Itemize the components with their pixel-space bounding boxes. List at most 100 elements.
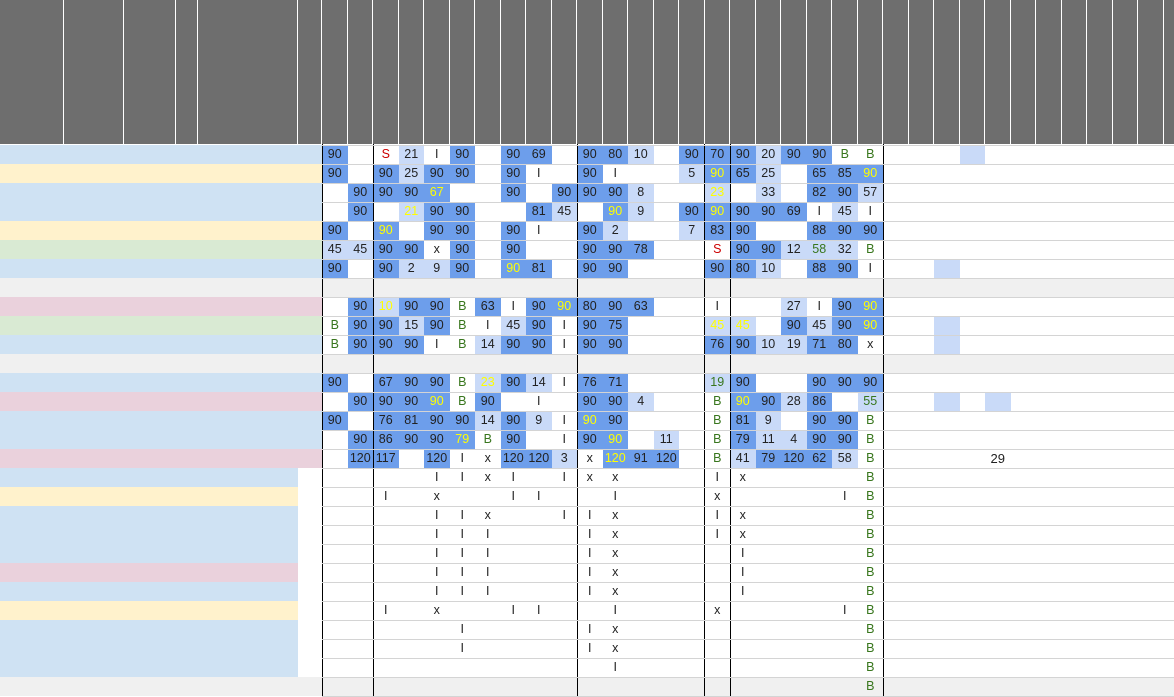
player-header xyxy=(806,0,832,144)
cell-adv xyxy=(198,316,298,335)
player-header xyxy=(832,0,858,144)
player-cell: I xyxy=(562,413,566,427)
cell-score xyxy=(298,240,322,259)
player-cell: 90 xyxy=(730,335,756,354)
player-cell: 90 xyxy=(577,164,603,183)
player-cell: 90 xyxy=(398,183,424,202)
row-gridline xyxy=(322,259,1174,260)
player-cell: 120 xyxy=(526,449,552,468)
cell-empty xyxy=(198,278,298,297)
player-cell: I xyxy=(486,546,490,560)
player-cell: B xyxy=(458,318,467,332)
player-cell: 90 xyxy=(347,202,373,221)
player-header xyxy=(1163,0,1174,144)
player-cell: 90 xyxy=(526,335,552,354)
player-cell: I xyxy=(460,470,464,484)
cell-comp xyxy=(64,164,124,183)
player-cell: I xyxy=(613,660,617,674)
cell-comp xyxy=(64,297,124,316)
cell-dom xyxy=(176,202,198,221)
player-cell: 90 xyxy=(832,411,858,430)
cell-date xyxy=(0,183,64,202)
cell-date xyxy=(0,658,64,677)
player-cell: 90 xyxy=(832,221,858,240)
player-cell: 90 xyxy=(449,240,475,259)
player-cell: 7 xyxy=(679,221,705,240)
cell-dom xyxy=(176,316,198,335)
cell-adv xyxy=(198,145,298,164)
player-cell: 90 xyxy=(373,392,399,411)
player-cell: B xyxy=(713,451,722,465)
player-cell: 10 xyxy=(755,335,781,354)
player-cell: 41 xyxy=(730,449,756,468)
player-cell: 76 xyxy=(373,411,399,430)
player-cell: I xyxy=(741,546,745,560)
player-cell: 88 xyxy=(806,221,832,240)
player-cell: x xyxy=(612,470,619,484)
player-cell: 86 xyxy=(806,392,832,411)
player-cell: I xyxy=(613,166,617,180)
player-cell: 90 xyxy=(602,202,628,221)
player-cell: 19 xyxy=(704,373,730,392)
row-gridline xyxy=(322,335,1174,336)
player-cell: 90 xyxy=(347,297,373,316)
player-cell: 85 xyxy=(832,164,858,183)
dom-ext-header xyxy=(176,0,198,144)
player-cell: I xyxy=(537,603,541,617)
player-cell: 90 xyxy=(500,221,526,240)
row-gridline xyxy=(322,639,1174,640)
player-cell: B xyxy=(866,413,875,427)
player-cell: I xyxy=(384,489,388,503)
player-cell: 90 xyxy=(347,316,373,335)
player-cell: 86 xyxy=(373,430,399,449)
cell-comp xyxy=(64,354,124,373)
player-cell: 90 xyxy=(602,411,628,430)
player-cell: I xyxy=(460,508,464,522)
cell-etape xyxy=(124,487,176,506)
player-cell: x xyxy=(714,603,721,617)
player-cell: 29 xyxy=(990,451,1005,466)
player-cell: 45 xyxy=(730,316,756,335)
player-cell: 90 xyxy=(424,430,450,449)
player-cell: I xyxy=(715,527,719,541)
player-cell: 90 xyxy=(500,240,526,259)
player-cell: I xyxy=(435,527,439,541)
player-cell: 27 xyxy=(781,297,807,316)
cell-adv xyxy=(198,221,298,240)
player-cell: 15 xyxy=(398,316,424,335)
player-cell: 90 xyxy=(449,259,475,278)
cell-comp xyxy=(64,582,124,601)
cell-dom xyxy=(176,449,198,468)
player-cell: I xyxy=(715,508,719,522)
player-cell: I xyxy=(562,508,566,522)
cell-comp xyxy=(64,563,124,582)
player-cell: 90 xyxy=(373,316,399,335)
player-cell: 9 xyxy=(526,411,552,430)
player-cell: B xyxy=(840,147,849,161)
cell-etape xyxy=(124,449,176,468)
cell-etape xyxy=(124,658,176,677)
player-cell: B xyxy=(458,394,467,408)
player-cell: B xyxy=(866,242,875,256)
cell-adv xyxy=(198,202,298,221)
player-cell: 90 xyxy=(373,183,399,202)
etape-header xyxy=(124,0,176,144)
cell-empty xyxy=(198,677,298,696)
player-cell: 90 xyxy=(577,183,603,202)
player-cell: I xyxy=(868,261,872,275)
player-cell: 90 xyxy=(857,221,883,240)
row-gridline xyxy=(322,221,1174,222)
cell-dom xyxy=(176,658,198,677)
player-cell: 63 xyxy=(475,297,501,316)
player-cell: I xyxy=(435,565,439,579)
cell-comp xyxy=(64,335,124,354)
player-cell: 90 xyxy=(832,297,858,316)
player-cell: 57 xyxy=(857,183,883,202)
player-cell: 90 xyxy=(577,259,603,278)
player-cell: 90 xyxy=(602,430,628,449)
player-header xyxy=(781,0,807,144)
cell-comp xyxy=(64,373,124,392)
break-row xyxy=(322,278,1174,297)
player-cell: B xyxy=(330,318,339,332)
cell-score xyxy=(298,145,322,164)
